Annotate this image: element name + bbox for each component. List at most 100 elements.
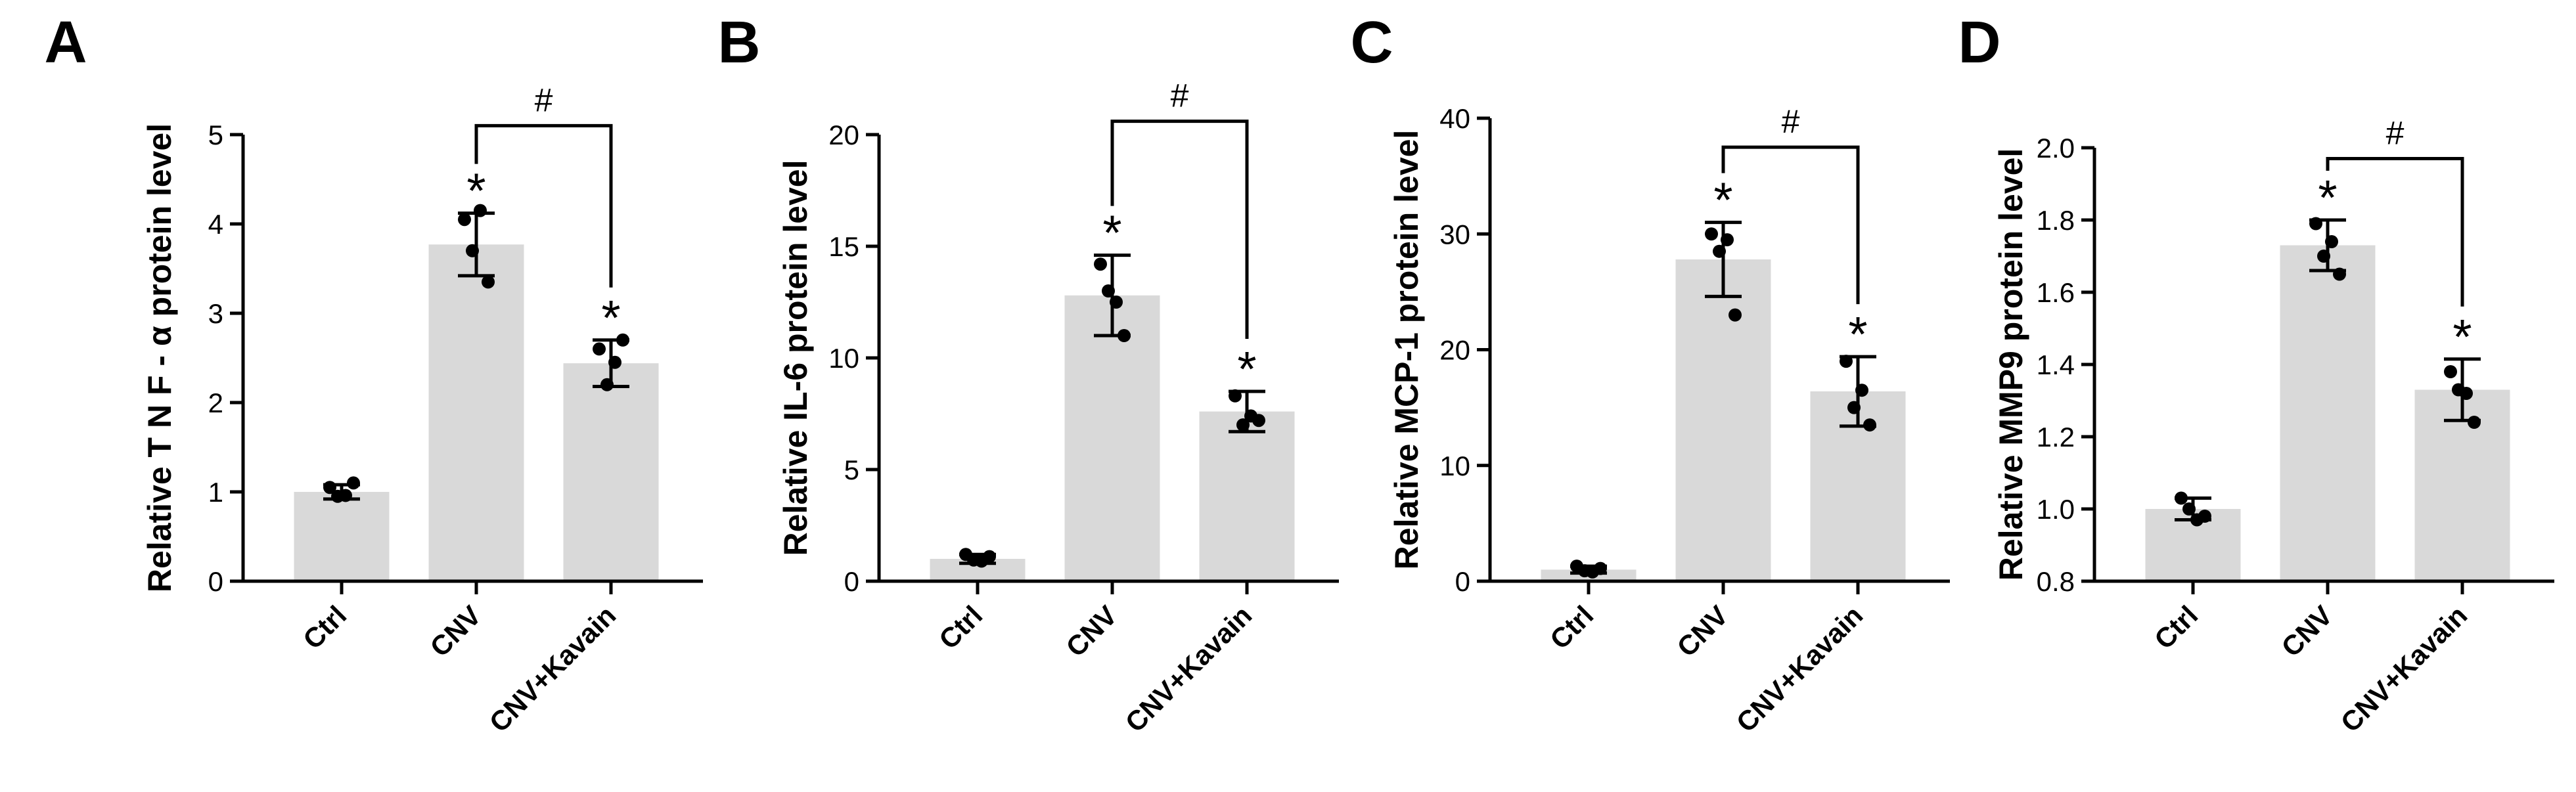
data-point [593, 342, 606, 356]
y-axis-label: Relative MMP9 protein level [1993, 148, 2029, 581]
data-point [323, 481, 336, 495]
y-tick-label: 2 [208, 387, 223, 418]
bar [294, 492, 390, 581]
x-tick-label: CNV+Kavain [1119, 600, 1258, 738]
bar [1675, 259, 1771, 581]
data-point [1102, 284, 1115, 297]
data-point [1252, 414, 1265, 428]
y-tick-label: 2.0 [2037, 133, 2075, 164]
y-tick-label: 30 [1439, 219, 1470, 250]
y-tick-label: 15 [828, 231, 859, 262]
x-tick-label: Ctrl [933, 600, 988, 655]
x-tick-label: Ctrl [1544, 600, 1599, 655]
x-tick-label: Ctrl [2148, 600, 2203, 655]
y-tick-label: 20 [1439, 335, 1470, 366]
significance-bracket [1721, 145, 1860, 305]
data-point [1578, 564, 1591, 578]
y-tick-label: 40 [1439, 103, 1470, 134]
y-tick-label: 5 [844, 454, 859, 485]
y-tick-label: 0 [208, 566, 223, 597]
x-tick-label: Ctrl [297, 600, 352, 655]
data-point [2198, 510, 2211, 523]
y-tick-label: 1 [208, 477, 223, 508]
data-point [1594, 561, 1607, 575]
significance-star: * [1848, 307, 1867, 362]
panel-label: A [45, 10, 87, 76]
y-axis-label: Relative MCP-1 protein level [1388, 130, 1425, 570]
y-tick-label: 1.8 [2037, 205, 2075, 236]
x-tick-label: CNV [2275, 600, 2338, 663]
significance-bracket [1110, 120, 1249, 339]
data-point [1713, 244, 1726, 258]
data-point [2452, 383, 2465, 397]
significance-star: * [1237, 341, 1256, 397]
data-point [1847, 401, 1861, 414]
y-tick-label: 20 [828, 120, 859, 150]
data-point [1094, 257, 1107, 271]
y-tick-label: 10 [828, 343, 859, 374]
data-point [474, 204, 487, 217]
data-point [1236, 418, 1250, 431]
data-point [1729, 308, 1742, 322]
bracket-label: # [1782, 103, 1800, 140]
y-axis-label: Relative T N F - α protein level [141, 123, 178, 592]
significance-star: * [1102, 206, 1121, 261]
bar [2280, 245, 2376, 581]
significance-star: * [2318, 170, 2337, 225]
y-tick-label: 5 [208, 120, 223, 150]
data-point [1110, 296, 1123, 309]
data-point [608, 355, 621, 369]
y-tick-label: 4 [208, 209, 223, 240]
significance-star: * [2452, 309, 2472, 364]
y-tick-label: 3 [208, 298, 223, 329]
y-tick-label: 1.0 [2037, 494, 2075, 525]
data-point [1705, 227, 1718, 241]
y-tick-label: 0 [1455, 566, 1470, 597]
x-tick-label: CNV+Kavain [484, 600, 622, 738]
y-tick-label: 10 [1439, 451, 1470, 481]
bracket-label: # [1171, 77, 1189, 114]
y-tick-label: 0 [844, 566, 859, 597]
data-point [1863, 418, 1876, 432]
data-point [466, 244, 479, 257]
data-point [600, 378, 614, 391]
x-tick-label: CNV [1060, 600, 1123, 663]
bracket-label: # [535, 81, 553, 118]
data-point [2182, 502, 2196, 516]
significance-bracket [2326, 157, 2464, 307]
bracket-label: # [2386, 115, 2405, 152]
x-tick-label: CNV+Kavain [2335, 600, 2474, 738]
bar [428, 244, 524, 581]
y-axis-label: Relative IL-6 protein level [777, 160, 814, 556]
bar [1199, 411, 1295, 581]
data-point [458, 213, 471, 227]
data-point [347, 476, 360, 490]
significance-bracket [474, 123, 613, 288]
significance-star: * [466, 164, 486, 219]
data-point [1229, 389, 1242, 403]
significance-star: * [1713, 173, 1732, 228]
data-point [983, 550, 996, 563]
y-tick-label: 1.6 [2037, 277, 2075, 308]
data-point [2333, 267, 2346, 281]
bar [563, 363, 659, 581]
data-point [2468, 416, 2481, 429]
data-point [1118, 329, 1131, 342]
panel-label: B [718, 10, 761, 76]
x-tick-label: CNV+Kavain [1730, 600, 1869, 738]
data-point [2309, 217, 2322, 231]
data-point [1840, 355, 1853, 368]
data-point [1855, 384, 1868, 397]
x-tick-label: CNV [424, 600, 487, 663]
panel-label: C [1351, 10, 1393, 76]
y-tick-label: 1.2 [2037, 422, 2075, 452]
bar [1064, 295, 1160, 581]
data-point [1721, 233, 1734, 247]
data-point [2444, 365, 2457, 378]
y-tick-label: 1.4 [2037, 349, 2075, 380]
significance-star: * [601, 290, 620, 345]
y-tick-label: 0.8 [2037, 566, 2075, 597]
data-point [2175, 491, 2188, 505]
x-tick-label: CNV [1671, 600, 1734, 663]
